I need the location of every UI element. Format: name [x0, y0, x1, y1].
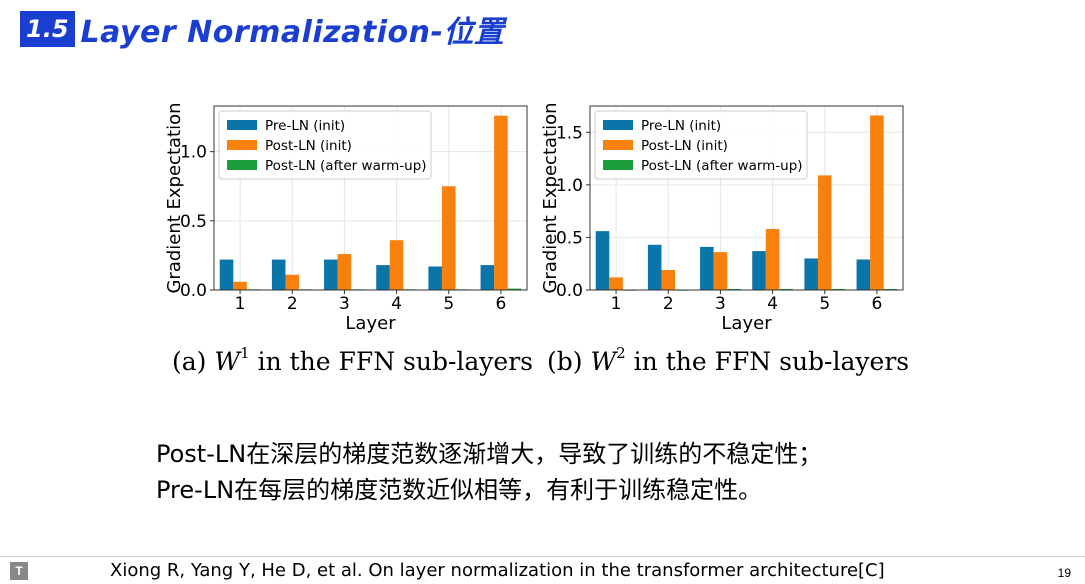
- page-number: 19: [1057, 566, 1071, 580]
- chart-a-bar-s1-c3: [389, 240, 404, 290]
- chart-b-bar-s0-c1: [647, 244, 662, 290]
- chart-b-xtick-label-4: 5: [819, 294, 830, 314]
- reference-citation: Xiong R, Yang Y, He D, et al. On layer n…: [110, 560, 885, 581]
- chart-b-bar-s1-c4: [817, 175, 832, 290]
- chart-b-xlabel: Layer: [721, 313, 772, 334]
- chart-a-legend-label-1: Post-LN (init): [265, 138, 352, 154]
- body-line-1: Post-LN在深层的梯度范数逐渐增大，导致了训练的不稳定性；: [156, 440, 823, 468]
- chart-a-ytick-label-1: 0.5: [180, 212, 207, 232]
- chart-b-legend-label-0: Pre-LN (init): [641, 118, 721, 134]
- chart-b: 0.0 0.5 1.0 1.5 1 2 3 4 5 6 Layer Gradient Expectat…: [540, 102, 904, 334]
- chart-a-bar-s1-c4: [441, 186, 456, 290]
- chart-b-bar-s1-c1: [661, 270, 676, 290]
- caption-a-symbol: W: [214, 347, 241, 376]
- chart-b-bar-s1-c0: [609, 277, 623, 290]
- chart-b-bar-s1-c3: [765, 229, 780, 290]
- chart-a-xtick-label-5: 6: [496, 294, 507, 314]
- chart-a-bar-s1-c2: [337, 254, 352, 290]
- chart-a-xtick-label-2: 3: [339, 294, 350, 314]
- chart-a-legend-swatch-2: [227, 160, 257, 170]
- chart-a-bar-s0-c1: [271, 259, 286, 290]
- chart-b-ytick-label-3: 1.5: [556, 123, 583, 143]
- chart-a-ylabel: Gradient Expectation: [164, 102, 185, 293]
- caption-a: (a) W1 in the FFN sub-layers: [172, 344, 533, 376]
- chart-a: 0.0 0.5 1.0 1 2 3 4 5 6 Layer Gradient Expectation…: [164, 102, 528, 334]
- chart-b-xtick-label-2: 3: [715, 294, 726, 314]
- chart-b-legend-label-2: Post-LN (after warm-up): [641, 158, 803, 174]
- chart-b-xtick-label-1: 2: [663, 294, 674, 314]
- chart-a-bar-s1-c1: [285, 274, 300, 290]
- chart-a-ytick-label-2: 1.0: [180, 143, 207, 163]
- chart-a-xlabel: Layer: [345, 313, 396, 334]
- caption-b-symbol: W: [590, 347, 617, 376]
- slide-title: Layer Normalization-位置: [80, 15, 505, 50]
- chart-a-bar-s1-c0: [233, 281, 247, 290]
- section-number: 1.5: [20, 11, 75, 47]
- chart-a-xtick-label-3: 4: [391, 294, 402, 314]
- chart-b-ytick-label-2: 1.0: [556, 176, 583, 196]
- chart-b-ytick-label-1: 0.5: [556, 228, 583, 248]
- chart-b-ytick-label-0: 0.0: [556, 281, 583, 301]
- chart-b-xtick-label-0: 1: [611, 294, 622, 314]
- chart-a-bar-s0-c2: [324, 259, 338, 290]
- chart-a-bar-s0-c5: [480, 265, 495, 290]
- chart-b-legend-swatch-0: [603, 120, 633, 130]
- chart-a-legend-label-2: Post-LN (after warm-up): [265, 158, 427, 174]
- chart-b-bar-s0-c5: [856, 259, 871, 290]
- chart-b-bar-s1-c5: [870, 115, 884, 290]
- chart-b-bar-s0-c2: [700, 246, 714, 290]
- chart-b-ylabel: Gradient Expectation: [540, 102, 561, 293]
- chart-b-legend-swatch-2: [603, 160, 633, 170]
- chart-b-xtick-label-5: 6: [872, 294, 883, 314]
- chart-a-bar-s2-c5: [507, 288, 522, 290]
- chart-a-ytick-label-0: 0.0: [180, 281, 207, 301]
- caption-a-prefix: (a): [172, 347, 207, 376]
- chart-b-bar-s0-c0: [595, 231, 610, 290]
- caption-b-prefix: (b): [547, 347, 583, 376]
- chart-a-xtick-label-1: 2: [287, 294, 298, 314]
- caption-b-superscript: 2: [616, 344, 626, 362]
- chart-a-bar-s1-c5: [494, 115, 508, 291]
- chart-a-legend-swatch-1: [227, 140, 257, 150]
- chart-a-xtick-label-0: 1: [235, 294, 246, 314]
- caption-b: (b) W2 in the FFN sub-layers: [547, 344, 909, 376]
- slide-title-bar: 1.5 Layer Normalization-位置: [20, 8, 504, 50]
- chart-b-legend-swatch-1: [603, 140, 633, 150]
- chart-a-bar-s0-c0: [219, 259, 234, 290]
- chart-a-frame: [213, 105, 528, 291]
- chart-a-legend-label-0: Pre-LN (init): [265, 118, 345, 134]
- chart-b-bar-s0-c3: [752, 251, 766, 290]
- body-text: Post-LN在深层的梯度范数逐渐增大，导致了训练的不稳定性； Pre-LN在每…: [156, 436, 822, 508]
- body-line-2: Pre-LN在每层的梯度范数近似相等，有利于训练稳定性。: [156, 476, 763, 504]
- chart-b-legend: [594, 110, 808, 180]
- caption-b-suffix: in the FFN sub-layers: [633, 347, 910, 376]
- chart-b-frame: [589, 105, 904, 291]
- chart-a-xtick-label-4: 5: [443, 294, 454, 314]
- chart-b-xtick-label-3: 4: [767, 294, 778, 314]
- chart-a-legend-swatch-0: [227, 120, 257, 130]
- caption-a-superscript: 1: [240, 344, 250, 362]
- chart-b-bar-s0-c4: [804, 258, 818, 290]
- chart-a-bar-s0-c4: [428, 266, 442, 290]
- chart-b-legend-label-1: Post-LN (init): [641, 138, 728, 154]
- chart-a-legend: [218, 110, 432, 180]
- chart-a-bar-s0-c3: [376, 265, 390, 290]
- footer-divider: [0, 556, 1085, 557]
- logo-icon: T: [10, 562, 28, 580]
- chart-b-bar-s1-c2: [713, 252, 728, 290]
- caption-a-suffix: in the FFN sub-layers: [257, 347, 534, 376]
